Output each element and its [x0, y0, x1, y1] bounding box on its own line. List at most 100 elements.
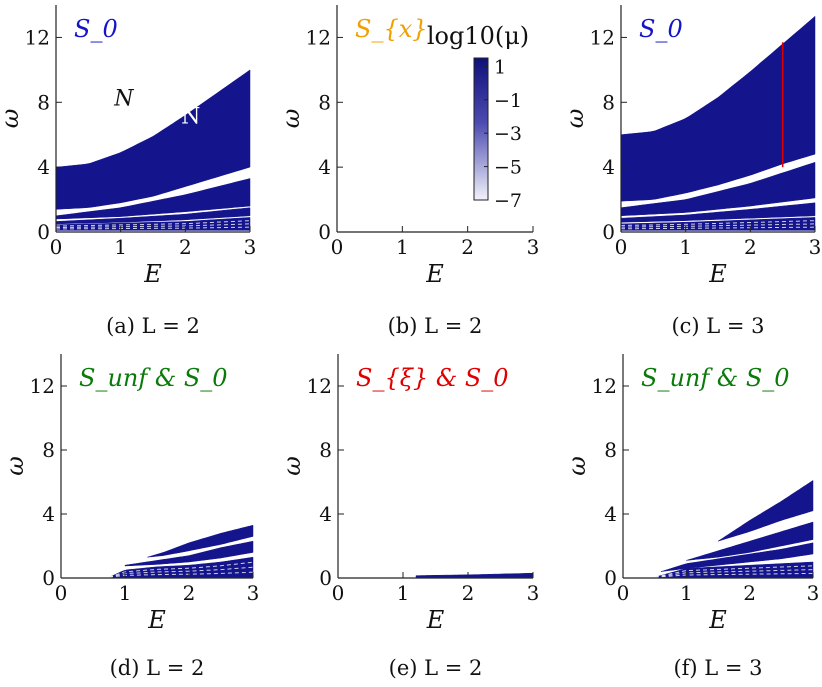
caption-f: (f) L = 3: [673, 656, 762, 680]
region-label-a-0: N: [113, 87, 134, 112]
y-tick-label-a-2: 8: [37, 90, 50, 114]
striation-c-1: [620, 226, 816, 230]
x-tick-label-e-0: 0: [332, 581, 345, 605]
x-tick-label-f-1: 1: [680, 581, 693, 605]
y-tick-label-f-0: 0: [604, 566, 617, 590]
striation-f-2: [654, 569, 814, 578]
region-d-1: [124, 540, 254, 567]
colorbar-tick-label-4: −7: [494, 190, 522, 212]
y-tick-label-b-1: 4: [318, 155, 331, 179]
region-a-0: [55, 69, 251, 210]
x-tick-label-a-1: 1: [114, 235, 127, 259]
y-tick-label-b-2: 8: [318, 90, 331, 114]
y-axis-label-e: ω: [278, 456, 306, 476]
x-tick-label-f-3: 3: [807, 581, 820, 605]
region-a-2: [55, 207, 251, 225]
y-tick-label-e-2: 8: [319, 438, 332, 462]
y-tick-label-f-1: 4: [604, 502, 617, 526]
y-tick-label-e-0: 0: [319, 566, 332, 590]
y-axis-label-a: ω: [0, 109, 24, 129]
x-tick-label-a-2: 2: [179, 235, 192, 259]
x-axis-label-a: E: [143, 260, 162, 288]
caption-b: (b) L = 2: [388, 314, 483, 338]
striation-a-2: [56, 223, 251, 228]
y-tick-label-c-0: 0: [602, 220, 615, 244]
y-axis-label-c: ω: [561, 109, 589, 129]
region-f-0: [717, 479, 814, 542]
x-tick-label-e-2: 2: [462, 581, 475, 605]
annotation-e: S_{ξ} & S_0: [356, 364, 509, 392]
x-tick-label-b-0: 0: [331, 235, 344, 259]
region-e-0: [415, 572, 534, 578]
striation-d-2: [108, 566, 254, 578]
region-c-2: [620, 202, 816, 223]
region-f-1: [686, 521, 814, 561]
x-tick-label-f-0: 0: [617, 581, 630, 605]
y-tick-label-b-0: 0: [318, 220, 331, 244]
colorbar: [473, 57, 489, 201]
x-tick-label-d-1: 1: [119, 581, 132, 605]
striation-f-3: [654, 565, 814, 578]
striation-d-1: [108, 571, 254, 578]
x-tick-label-a-0: 0: [50, 235, 63, 259]
colorbar-tick-label-1: −1: [494, 90, 522, 112]
annotation-a: S_0: [74, 15, 118, 43]
x-tick-label-f-2: 2: [743, 581, 756, 605]
striation-f-1: [654, 572, 814, 578]
caption-d: (d) L = 2: [110, 656, 205, 680]
y-tick-label-d-3: 12: [30, 374, 55, 398]
y-axis-label-f: ω: [563, 456, 591, 476]
x-tick-label-a-3: 3: [244, 235, 257, 259]
y-tick-label-d-0: 0: [42, 566, 55, 590]
y-tick-label-c-3: 12: [590, 25, 615, 49]
region-d-0: [147, 524, 254, 558]
x-tick-label-d-3: 3: [247, 581, 260, 605]
x-axis-label-c: E: [708, 260, 727, 288]
y-tick-label-a-3: 12: [25, 25, 50, 49]
y-tick-label-f-3: 12: [592, 374, 617, 398]
striation-a-3: [55, 220, 251, 227]
striation-d-3: [108, 561, 254, 578]
x-tick-label-c-2: 2: [744, 235, 757, 259]
x-tick-label-d-0: 0: [55, 581, 68, 605]
region-a-1: [55, 178, 251, 220]
x-tick-label-e-1: 1: [397, 581, 410, 605]
y-axis-label-b: ω: [277, 109, 305, 129]
caption-e: (e) L = 2: [389, 656, 483, 680]
annotation-c: S_0: [639, 15, 683, 43]
x-axis-label-d: E: [147, 606, 166, 634]
y-tick-label-e-1: 4: [319, 502, 332, 526]
region-label-a-1: not N: [138, 104, 201, 129]
y-tick-label-d-2: 8: [42, 438, 55, 462]
y-tick-label-a-1: 4: [37, 155, 50, 179]
region-c-1: [620, 161, 816, 217]
striation-c-2: [621, 223, 816, 228]
x-tick-label-b-2: 2: [461, 235, 474, 259]
x-tick-label-b-1: 1: [396, 235, 409, 259]
caption-c: (c) L = 3: [671, 314, 764, 338]
x-tick-label-d-2: 2: [183, 581, 196, 605]
region-c-0: [620, 15, 816, 202]
y-tick-label-a-0: 0: [37, 220, 50, 244]
colorbar-tick-label-3: −5: [494, 157, 522, 179]
annotation-f: S_unf & S_0: [641, 364, 790, 392]
caption-a: (a) L = 2: [106, 314, 200, 338]
colorbar-tick-label-0: 1: [494, 56, 506, 78]
x-axis-label-b: E: [425, 260, 444, 288]
x-tick-label-c-0: 0: [615, 235, 628, 259]
y-tick-label-d-1: 4: [42, 502, 55, 526]
annotation-b: S_{x}: [355, 15, 428, 43]
x-tick-label-c-3: 3: [809, 235, 822, 259]
striation-c-3: [620, 220, 816, 226]
x-axis-label-f: E: [708, 606, 727, 634]
y-tick-label-c-1: 4: [602, 155, 615, 179]
x-tick-label-c-1: 1: [679, 235, 692, 259]
y-tick-label-b-3: 12: [306, 25, 331, 49]
